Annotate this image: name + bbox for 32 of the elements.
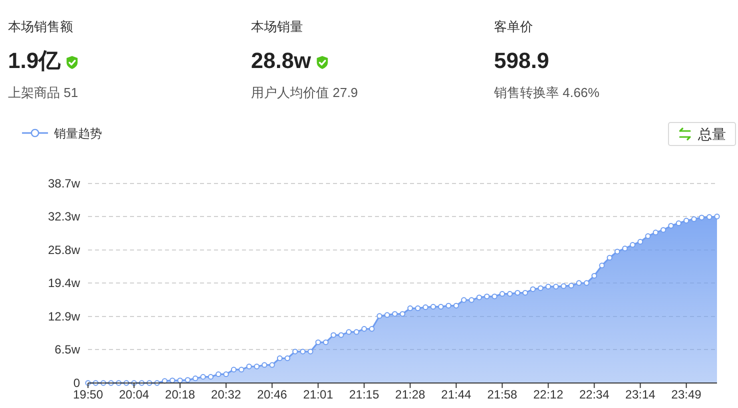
button[interactable]: 总量	[668, 122, 736, 146]
x-tick-label: 21:58	[487, 388, 518, 402]
y-tick-label: 25.8w	[48, 242, 80, 257]
text: 客单价	[494, 19, 533, 34]
x-tick-label: 22:34	[579, 388, 610, 402]
x-tick-label: 21:44	[441, 388, 472, 402]
text: 598.9	[494, 48, 550, 73]
x-tick-label: 20:32	[211, 388, 242, 402]
y-tick-label: 38.7w	[48, 176, 80, 190]
x-tick-label: 20:18	[165, 388, 196, 402]
y-tick-label: 19.4w	[48, 276, 80, 290]
y-tick-label: 0	[73, 376, 80, 390]
x-tick-label: 22:12	[533, 388, 564, 402]
text: 上架商品 51	[8, 85, 78, 100]
x-tick-label: 23:49	[671, 388, 702, 402]
text: 用户人均价值 27.9	[251, 85, 358, 100]
text: 销售转换率 4.66%	[493, 85, 600, 100]
text: 1.9亿	[8, 48, 62, 73]
x-tick-label: 23:14	[625, 388, 656, 402]
x-tick-label: 21:01	[303, 388, 334, 402]
text: 本场销售额	[8, 19, 73, 34]
x-tick-label: 21:15	[349, 388, 380, 402]
legend-label: 销量趋势	[53, 126, 102, 140]
y-tick-label: 6.5w	[54, 342, 80, 356]
x-tick-label: 21:28	[395, 388, 426, 402]
text: 本场销量	[251, 19, 303, 34]
text: 28.8w	[251, 48, 312, 73]
x-tick-label: 20:04	[119, 388, 150, 402]
y-tick-label: 12.9w	[48, 309, 80, 324]
y-tick-label: 32.3w	[48, 209, 80, 224]
x-tick-label: 19:50	[72, 388, 104, 402]
x-tick-label: 20:46	[257, 388, 288, 402]
